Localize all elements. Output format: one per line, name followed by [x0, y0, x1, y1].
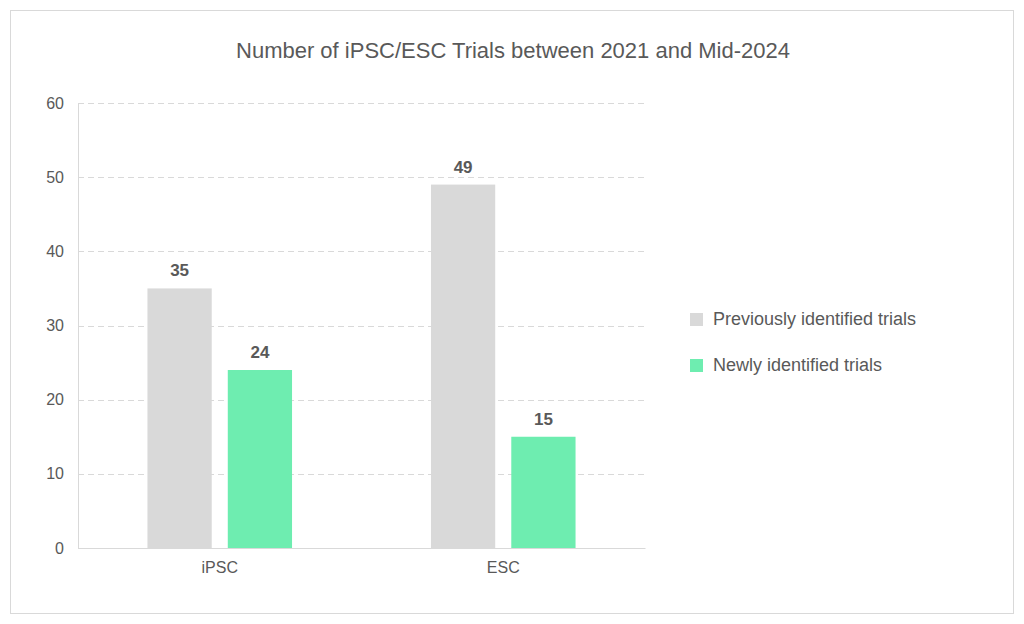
data-label: 35: [170, 261, 189, 280]
x-axis-line: [79, 548, 646, 549]
y-tick-label: 0: [55, 540, 64, 557]
x-tick-label: iPSC: [202, 559, 238, 576]
x-tick: ESC: [487, 548, 520, 576]
data-label: 15: [534, 410, 553, 429]
data-label: 49: [454, 158, 473, 177]
data-labels: 35 49 24 15: [170, 158, 553, 429]
chart-frame: [11, 11, 1014, 614]
y-axis-line: [78, 104, 79, 549]
y-tick: 0: [55, 540, 78, 557]
y-axis: 0 10 20 30 40 50 60: [46, 95, 78, 557]
y-tick: 50: [46, 169, 78, 186]
grid-line: [78, 103, 645, 104]
grid-line: [78, 251, 645, 252]
x-tick: iPSC: [202, 548, 238, 576]
y-tick-label: 40: [46, 243, 64, 260]
legend-swatch: [690, 359, 703, 372]
data-label: 24: [250, 343, 269, 362]
bar: [228, 370, 292, 548]
legend-label: Newly identified trials: [713, 355, 882, 375]
y-tick: 20: [46, 391, 78, 408]
y-tick: 60: [46, 95, 78, 112]
y-tick-label: 50: [46, 169, 64, 186]
y-tick-label: 20: [46, 391, 64, 408]
legend-label: Previously identified trials: [713, 309, 916, 329]
grid: [78, 104, 645, 549]
x-axis: iPSC ESC: [79, 548, 646, 576]
grid-line: [78, 177, 645, 178]
bar: [431, 185, 495, 548]
y-tick-label: 60: [46, 95, 64, 112]
y-tick: 30: [46, 317, 78, 334]
bars: [147, 185, 575, 548]
legend: Previously identified trials Newly identi…: [690, 309, 916, 375]
bar: [147, 288, 211, 548]
y-tick: 10: [46, 465, 78, 482]
x-tick-label: ESC: [487, 559, 520, 576]
grid-line: [78, 548, 645, 549]
y-tick-label: 10: [46, 465, 64, 482]
y-tick-label: 30: [46, 317, 64, 334]
bar: [511, 437, 575, 548]
legend-swatch: [690, 313, 703, 326]
y-tick: 40: [46, 243, 78, 260]
chart-title: Number of iPSC/ESC Trials between 2021 a…: [236, 38, 790, 63]
